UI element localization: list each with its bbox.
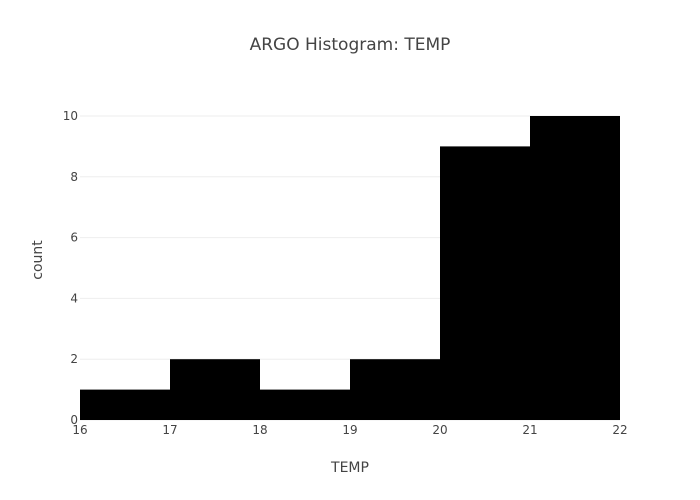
x-tick-label: 18 <box>252 423 267 437</box>
x-tick-labels: 16 17 18 19 20 21 22 <box>72 423 627 437</box>
y-tick-label: 6 <box>70 231 78 245</box>
y-tick-label: 0 <box>70 413 78 427</box>
histogram-bar[interactable] <box>80 389 170 420</box>
x-tick-label: 20 <box>432 423 447 437</box>
histogram-bar[interactable] <box>350 359 440 420</box>
x-tick-label: 17 <box>162 423 177 437</box>
x-tick-label: 16 <box>72 423 87 437</box>
y-tick-label: 4 <box>70 291 78 305</box>
y-tick-label: 10 <box>63 109 78 123</box>
chart-title: ARGO Histogram: TEMP <box>250 35 451 55</box>
histogram-bar[interactable] <box>530 116 620 420</box>
y-tick-label: 8 <box>70 170 78 184</box>
histogram-bar[interactable] <box>440 146 530 420</box>
y-axis-title: count <box>30 240 46 280</box>
histogram-bar[interactable] <box>260 389 350 420</box>
x-axis-title: TEMP <box>330 460 369 476</box>
histogram-bar[interactable] <box>170 359 260 420</box>
x-tick-label: 21 <box>522 423 537 437</box>
y-tick-labels: 0 2 4 6 8 10 <box>63 109 78 427</box>
x-tick-label: 19 <box>342 423 357 437</box>
x-tick-label: 22 <box>612 423 627 437</box>
y-tick-label: 2 <box>70 352 78 366</box>
bars-layer <box>80 116 620 420</box>
